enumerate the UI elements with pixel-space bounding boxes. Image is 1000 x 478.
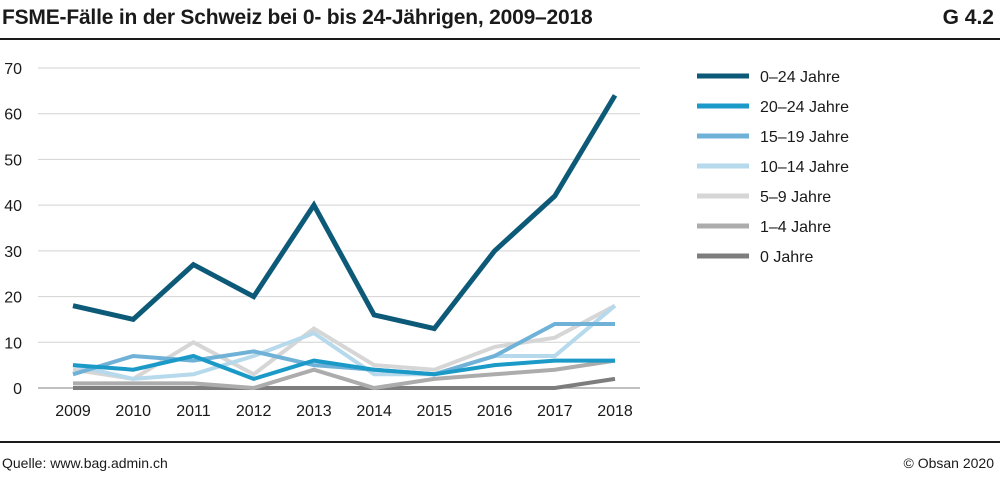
legend-label: 0 Jahre [760, 249, 813, 266]
series-line [73, 376, 616, 390]
x-tick-label: 2016 [477, 403, 513, 420]
top-divider [0, 38, 1000, 40]
y-tick-label: 70 [4, 61, 22, 78]
y-tick-label: 30 [4, 244, 22, 261]
y-tick-label: 10 [4, 335, 22, 352]
y-tick-label: 20 [4, 290, 22, 307]
series-line [72, 304, 617, 381]
series-line [72, 322, 615, 377]
series-lines [72, 94, 618, 391]
y-axis-tick-labels: 0 10 20 30 40 50 60 70 [4, 61, 22, 398]
chart-title: FSME-Fälle in der Schweiz bei 0- bis 24-… [2, 6, 593, 29]
x-axis-tick-labels: 2009 2010 2011 2012 2013 2014 2015 2016 2017 2018 [55, 403, 633, 420]
y-tick-label: 40 [4, 198, 22, 215]
x-tick-label: 2010 [115, 403, 151, 420]
series-line [73, 358, 616, 391]
legend-label: 20–24 Jahre [760, 99, 849, 116]
x-tick-label: 2018 [597, 403, 633, 420]
x-tick-label: 2015 [417, 403, 453, 420]
x-tick-label: 2009 [55, 403, 91, 420]
legend-label: 10–14 Jahre [760, 159, 849, 176]
x-tick-label: 2013 [296, 403, 332, 420]
legend-label: 15–19 Jahre [760, 129, 849, 146]
legend-label: 1–4 Jahre [760, 219, 831, 236]
x-tick-label: 2017 [537, 403, 573, 420]
y-tick-label: 50 [4, 152, 22, 169]
legend-label: 5–9 Jahre [760, 189, 831, 206]
series-line [72, 353, 615, 382]
bottom-divider [0, 441, 1000, 443]
source-note: Quelle: www.bag.admin.ch [2, 455, 168, 471]
legend-label: 0–24 Jahre [760, 69, 840, 86]
x-tick-label: 2011 [176, 403, 211, 420]
copyright-note: © Obsan 2020 [903, 455, 995, 471]
x-tick-label: 2014 [356, 403, 392, 420]
legend: 0–24 Jahre 20–24 Jahre 15–19 Jahre 10–14 Ja… [697, 69, 849, 266]
line-chart: 0 10 20 30 40 50 60 70 2009 2010 2011 2012 2013 2014… [4, 61, 849, 420]
series-line [72, 303, 616, 381]
figure-code: G 4.2 [942, 6, 994, 29]
y-tick-label: 0 [13, 381, 22, 398]
x-tick-label: 2012 [236, 403, 272, 420]
series-line [72, 94, 618, 332]
y-tick-label: 60 [4, 107, 22, 124]
